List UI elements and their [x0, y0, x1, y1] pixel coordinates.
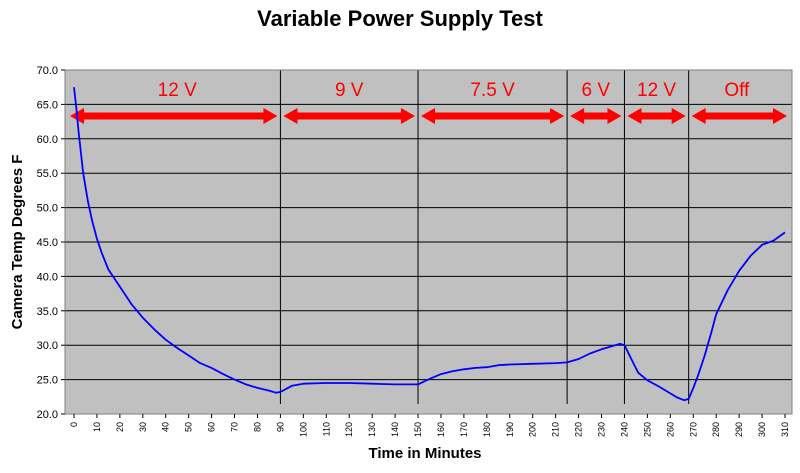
y-tick-label: 40.0	[37, 271, 58, 283]
series-layer	[73, 87, 786, 402]
x-tick-label: 180	[482, 422, 492, 437]
x-tick-label: 10	[92, 422, 102, 432]
y-tick-label: 25.0	[37, 375, 58, 387]
x-tick-label: 190	[505, 422, 515, 437]
x-tick-label: 300	[757, 422, 767, 437]
x-tick-label: 90	[275, 422, 285, 432]
chart-title: Variable Power Supply Test	[257, 6, 543, 31]
x-tick-label: 260	[665, 422, 675, 437]
y-tick-label: 45.0	[37, 237, 58, 249]
x-tick-label: 0	[69, 422, 79, 427]
region-arrow	[691, 108, 787, 124]
x-tick-label: 30	[138, 422, 148, 432]
y-tick-label: 20.0	[37, 409, 58, 421]
x-tick-label: 140	[390, 422, 400, 437]
y-axis-ticks: 20.0 25.0 30.0 35.0 40.0 45.0 50.0 55.0 60.0 65.0…	[37, 65, 65, 421]
y-tick-label: 55.0	[37, 168, 58, 180]
x-tick-label: 210	[551, 422, 561, 437]
x-tick-label: 40	[161, 422, 171, 432]
x-tick-label: 110	[321, 422, 331, 436]
region-arrow	[570, 108, 622, 124]
x-tick-label: 280	[711, 422, 721, 437]
x-tick-label: 100	[298, 422, 308, 437]
region-label: 7.5 V	[470, 80, 515, 101]
region-arrow	[421, 108, 565, 124]
region-label: 6 V	[582, 80, 611, 101]
region-arrows	[70, 108, 787, 124]
x-tick-label: 170	[459, 422, 469, 437]
x-tick-label: 120	[344, 422, 354, 437]
y-tick-label: 35.0	[37, 306, 58, 318]
series-line	[73, 87, 786, 402]
region-labels: 12 V 9 V 7.5 V 6 V 12 V Off	[158, 80, 750, 101]
x-tick-label: 60	[207, 422, 217, 432]
x-tick-label: 160	[436, 422, 446, 437]
region-label: 9 V	[335, 80, 364, 101]
x-axis-label: Time in Minutes	[368, 445, 481, 462]
y-tick-label: 30.0	[37, 340, 58, 352]
region-arrow	[283, 108, 416, 124]
x-tick-label: 240	[619, 422, 629, 437]
x-tick-label: 20	[115, 422, 125, 432]
x-tick-label: 70	[230, 422, 240, 432]
x-tick-label: 130	[367, 422, 377, 437]
x-tick-label: 290	[734, 422, 744, 437]
region-label: Off	[724, 80, 750, 101]
region-dividers	[279, 70, 690, 404]
x-tick-label: 250	[642, 422, 652, 437]
y-tick-label: 70.0	[37, 65, 58, 77]
region-arrow	[627, 108, 686, 124]
x-tick-label: 150	[413, 422, 423, 437]
region-label: 12 V	[158, 80, 197, 101]
x-tick-label: 200	[528, 422, 538, 437]
y-tick-label: 60.0	[37, 134, 58, 146]
x-tick-label: 220	[574, 422, 584, 437]
x-axis-ticks: 0 10 20 30 40 50 60 70 80 90 100 110 120 130 140 150 160…	[69, 414, 790, 437]
x-tick-label: 310	[780, 422, 790, 437]
region-arrow	[70, 108, 278, 124]
x-tick-label: 50	[184, 422, 194, 432]
y-tick-label: 50.0	[37, 203, 58, 215]
x-tick-label: 80	[252, 422, 262, 432]
region-label: 12 V	[637, 80, 676, 101]
y-tick-label: 65.0	[37, 99, 58, 111]
x-tick-label: 230	[597, 422, 607, 437]
y-axis-label: Camera Temp Degrees F	[9, 155, 26, 330]
x-tick-label: 270	[688, 422, 698, 437]
